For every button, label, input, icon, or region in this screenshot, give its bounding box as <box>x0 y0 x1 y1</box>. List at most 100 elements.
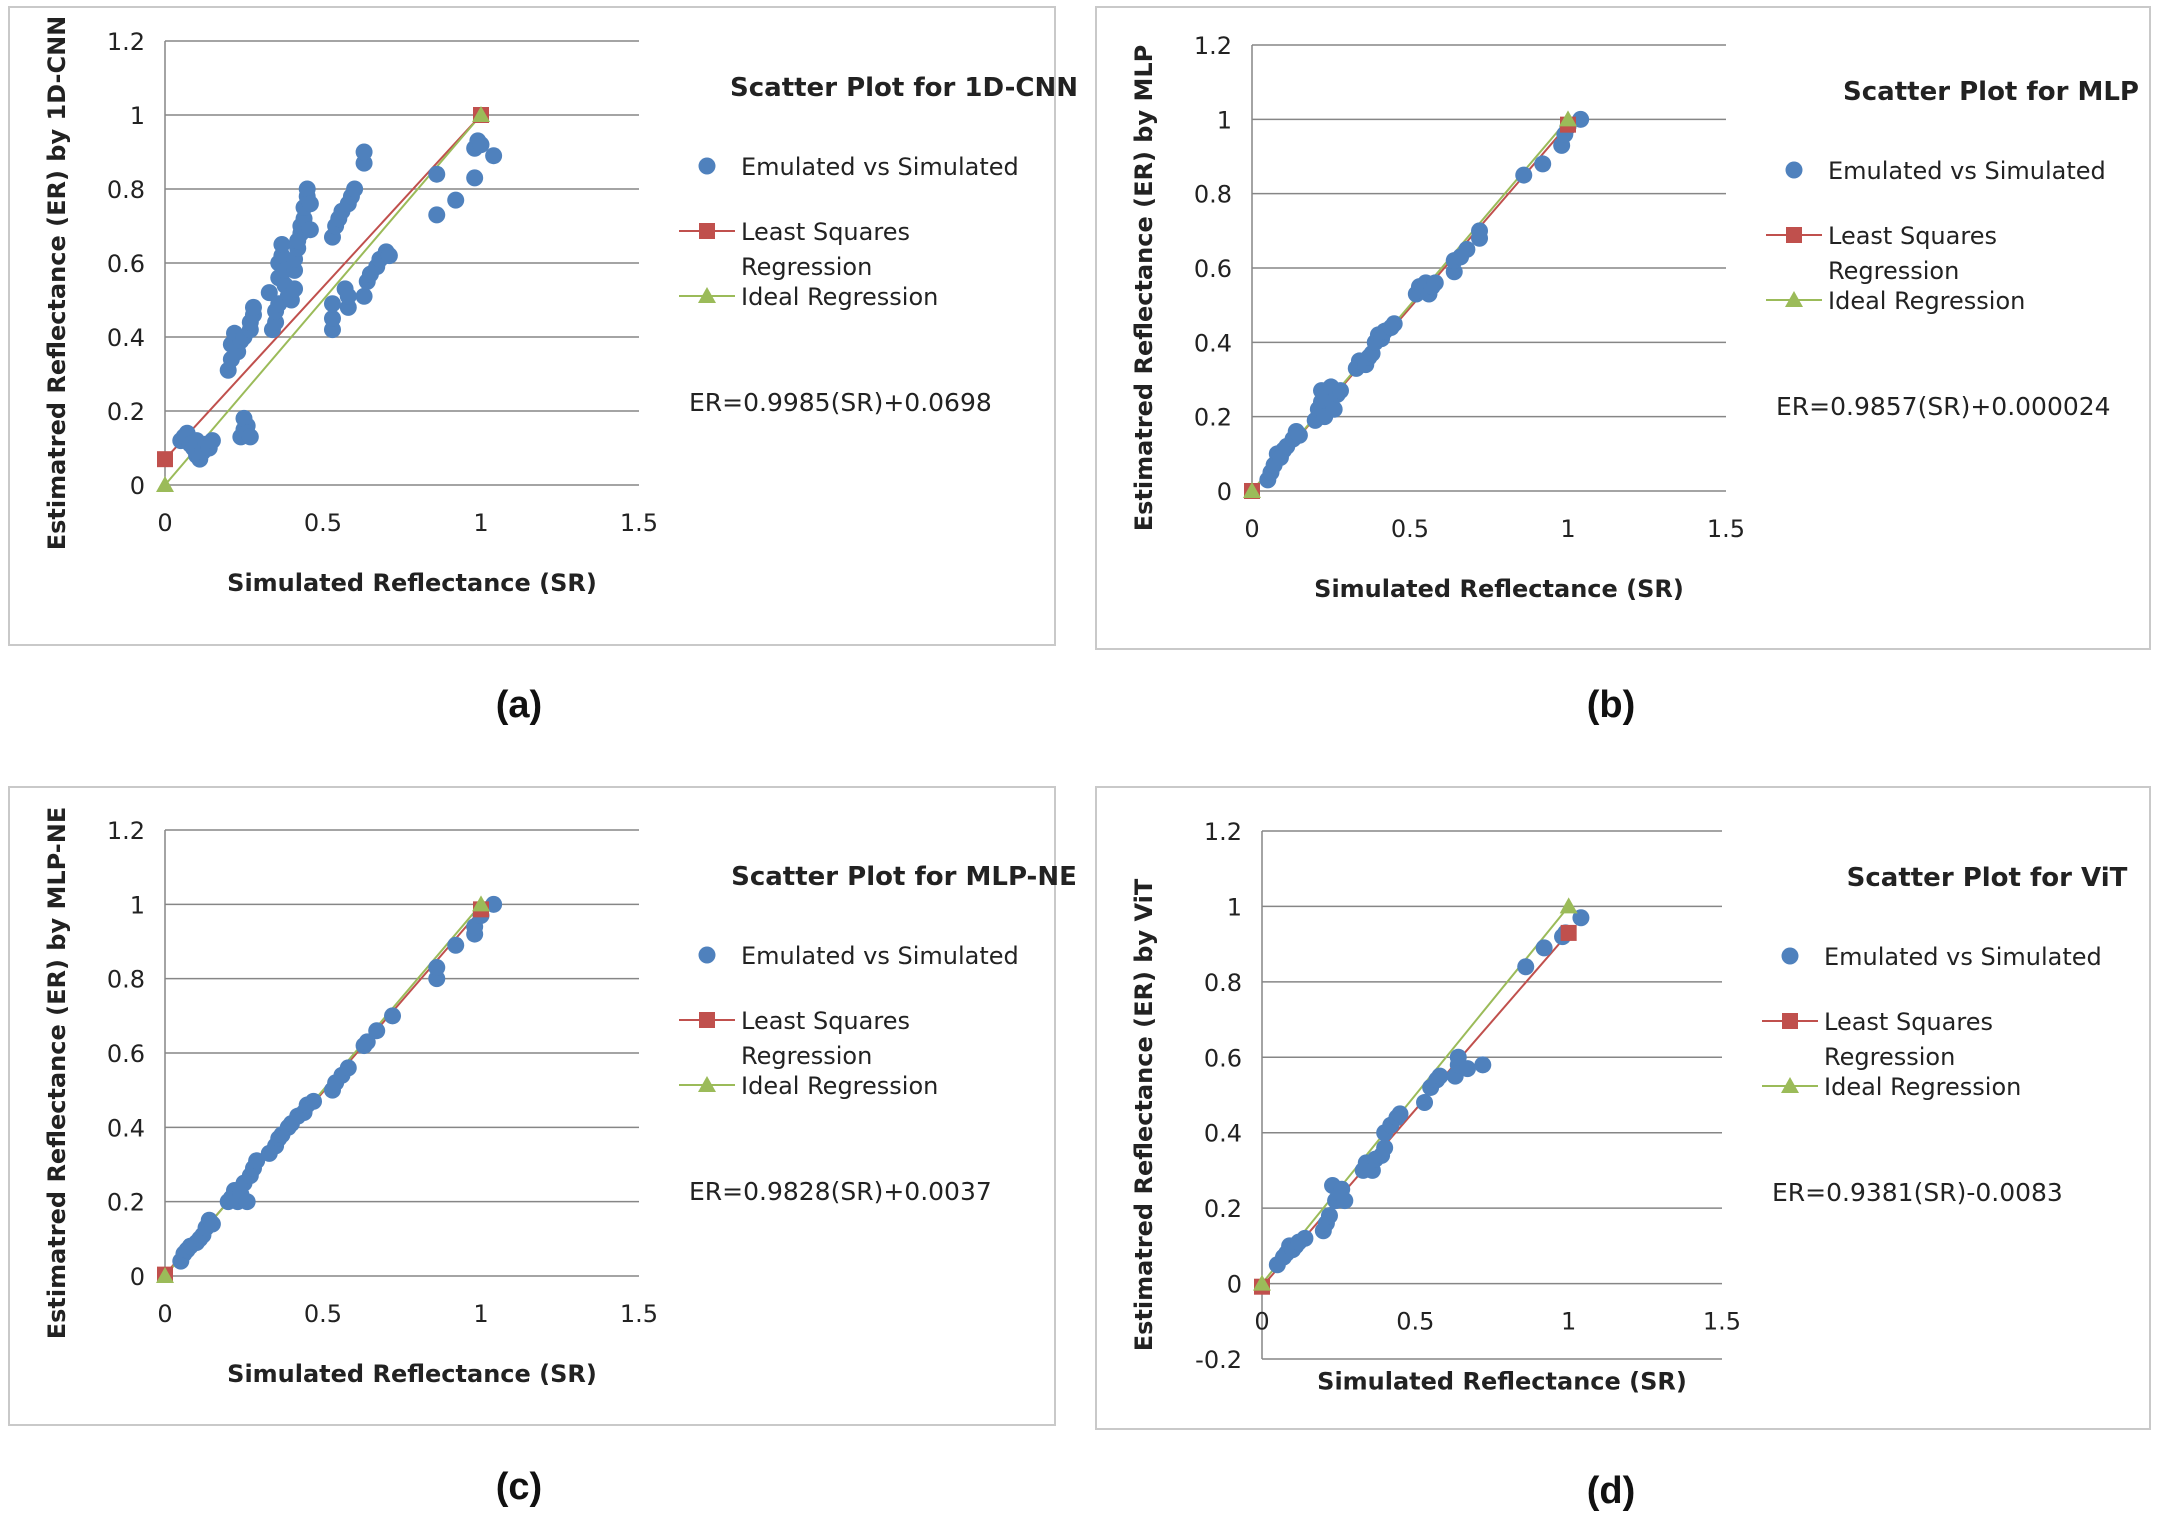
y-tick-label: 0.6 <box>107 1040 145 1068</box>
data-point <box>241 428 259 446</box>
data-point <box>203 1215 221 1233</box>
ideal-regression-marker <box>1559 897 1578 914</box>
legend: Emulated vs Simulated Least Squares Regres… <box>679 942 1019 1100</box>
plot-area: 0 0.2 0.4 0.6 0.8 1 1.2 0 0.5 1 1.5 <box>1194 32 1745 543</box>
legend-label-ideal: Ideal Regression <box>1824 1073 2021 1101</box>
y-axis-title: Estimatred Reflectance (ER) by MLP-NE <box>43 807 71 1340</box>
data-point <box>1416 1094 1434 1112</box>
y-tick-label: 0.8 <box>107 966 145 994</box>
data-point <box>238 1193 256 1211</box>
x-tick-label: 1 <box>1560 515 1575 543</box>
data-point <box>1534 155 1552 173</box>
y-tick-label: 1.2 <box>1204 818 1242 846</box>
x-tick-label: 0.5 <box>304 1300 342 1328</box>
legend-label-ideal: Ideal Regression <box>741 1072 938 1100</box>
chart-svg-c: 0 0.2 0.4 0.6 0.8 1 1.2 0 0.5 1 1.5 Scatter Plot fo… <box>43 807 1077 1388</box>
data-point <box>235 409 253 427</box>
legend-label-scatter: Emulated vs Simulated <box>741 153 1019 181</box>
plot-area: -0.2 0 0.2 0.4 0.6 0.8 1 1.2 0 0.5 1 1.5 <box>1195 818 1741 1374</box>
legend-marker-ideal <box>1785 291 1803 307</box>
least-squares-line <box>1261 932 1570 1288</box>
legend-label-scatter: Emulated vs Simulated <box>1824 943 2102 971</box>
data-point <box>1325 400 1343 418</box>
y-tick-label: 0.8 <box>107 176 145 204</box>
data-point <box>298 180 316 198</box>
data-point <box>1515 166 1533 184</box>
y-axis-title: Estimatred Reflectance (ER) by 1D-CNN <box>43 16 71 551</box>
data-point <box>1385 315 1403 333</box>
legend-marker-ideal <box>698 1076 716 1092</box>
y-tick-label: 0 <box>130 472 145 500</box>
y-tick-label: 1.2 <box>1194 32 1232 60</box>
least-squares-marker <box>157 451 173 468</box>
y-axis-title: Estimatred Reflectance (ER) by ViT <box>1130 878 1158 1351</box>
y-tick-label: 0 <box>1227 1271 1242 1299</box>
y-tick-label: 1 <box>130 102 145 130</box>
x-axis-title: Simulated Reflectance (SR) <box>1314 575 1684 603</box>
data-point <box>346 180 364 198</box>
ideal-regression-marker <box>1243 482 1261 498</box>
data-point <box>1331 382 1349 400</box>
data-point <box>466 169 484 187</box>
data-point <box>305 1092 323 1110</box>
data-point <box>447 191 465 209</box>
data-point <box>355 287 373 305</box>
data-point <box>1458 1060 1476 1078</box>
data-point <box>485 147 503 165</box>
data-point <box>286 280 304 298</box>
legend-marker-scatter <box>698 157 716 175</box>
y-tick-label: 0.8 <box>1194 181 1232 209</box>
chart-title: Scatter Plot for 1D-CNN <box>730 73 1078 103</box>
data-point <box>472 136 490 154</box>
data-point <box>273 236 291 253</box>
y-axis-title: Estimatred Reflectance (ER) by MLP <box>1130 45 1158 531</box>
ideal-regression-marker <box>156 476 174 492</box>
regression-equation: ER=0.9381(SR)-0.0083 <box>1772 1178 2063 1207</box>
data-point <box>301 195 319 213</box>
y-tick-label: 0.2 <box>107 398 145 426</box>
panel-label-d: (d) <box>1586 1470 1636 1512</box>
legend: Emulated vs Simulated Least Squares Regres… <box>679 153 1019 311</box>
x-tick-label: 0.5 <box>1396 1308 1434 1336</box>
data-point <box>380 247 398 265</box>
legend-marker-ideal <box>1781 1077 1799 1093</box>
ideal-regression-line <box>164 114 482 486</box>
legend-label-least-squares: Least Squares <box>1828 222 1997 250</box>
y-tick-label: 0.6 <box>1204 1044 1242 1072</box>
data-point <box>248 1152 266 1170</box>
ideal-regression-marker <box>472 895 490 912</box>
chart-title: Scatter Plot for MLP <box>1843 77 2139 107</box>
data-point <box>1471 222 1489 240</box>
data-point <box>368 1022 386 1040</box>
data-point <box>428 206 446 224</box>
legend: Emulated vs Simulated Least Squares Regres… <box>1762 943 2102 1101</box>
y-tick-label: 1 <box>1227 893 1242 921</box>
data-point <box>485 895 503 913</box>
data-point <box>244 298 262 316</box>
x-axis-title: Simulated Reflectance (SR) <box>227 1360 597 1388</box>
y-tick-label: 0.4 <box>1194 329 1232 357</box>
legend-marker-least-squares <box>1786 227 1802 243</box>
regression-equation: ER=0.9985(SR)+0.0698 <box>689 388 992 417</box>
legend-marker-least-squares <box>699 1012 715 1028</box>
chart-panel-b: 0 0.2 0.4 0.6 0.8 1 1.2 0 0.5 1 1.5 Scatter Plot fo… <box>1095 6 2151 650</box>
data-point <box>384 1007 402 1025</box>
data-point <box>1290 426 1308 444</box>
y-tick-label: 1 <box>130 891 145 919</box>
data-point <box>1431 1067 1449 1085</box>
panel-label-b: (b) <box>1586 684 1636 726</box>
ideal-regression-line <box>164 903 482 1277</box>
ideal-regression-marker <box>156 1267 174 1283</box>
data-point <box>203 432 221 450</box>
data-point <box>1517 958 1535 976</box>
data-point <box>260 284 278 302</box>
y-tick-label: 1.2 <box>107 817 145 845</box>
data-point <box>1474 1056 1492 1074</box>
data-point <box>1535 939 1553 957</box>
data-point <box>1296 1229 1314 1247</box>
chart-panel-c: 0 0.2 0.4 0.6 0.8 1 1.2 0 0.5 1 1.5 Scatter Plot fo… <box>8 786 1077 1426</box>
chart-title: Scatter Plot for ViT <box>1847 863 2128 893</box>
x-tick-label: 0 <box>157 1300 172 1328</box>
ideal-regression-marker <box>1559 110 1577 127</box>
data-point <box>447 936 465 954</box>
